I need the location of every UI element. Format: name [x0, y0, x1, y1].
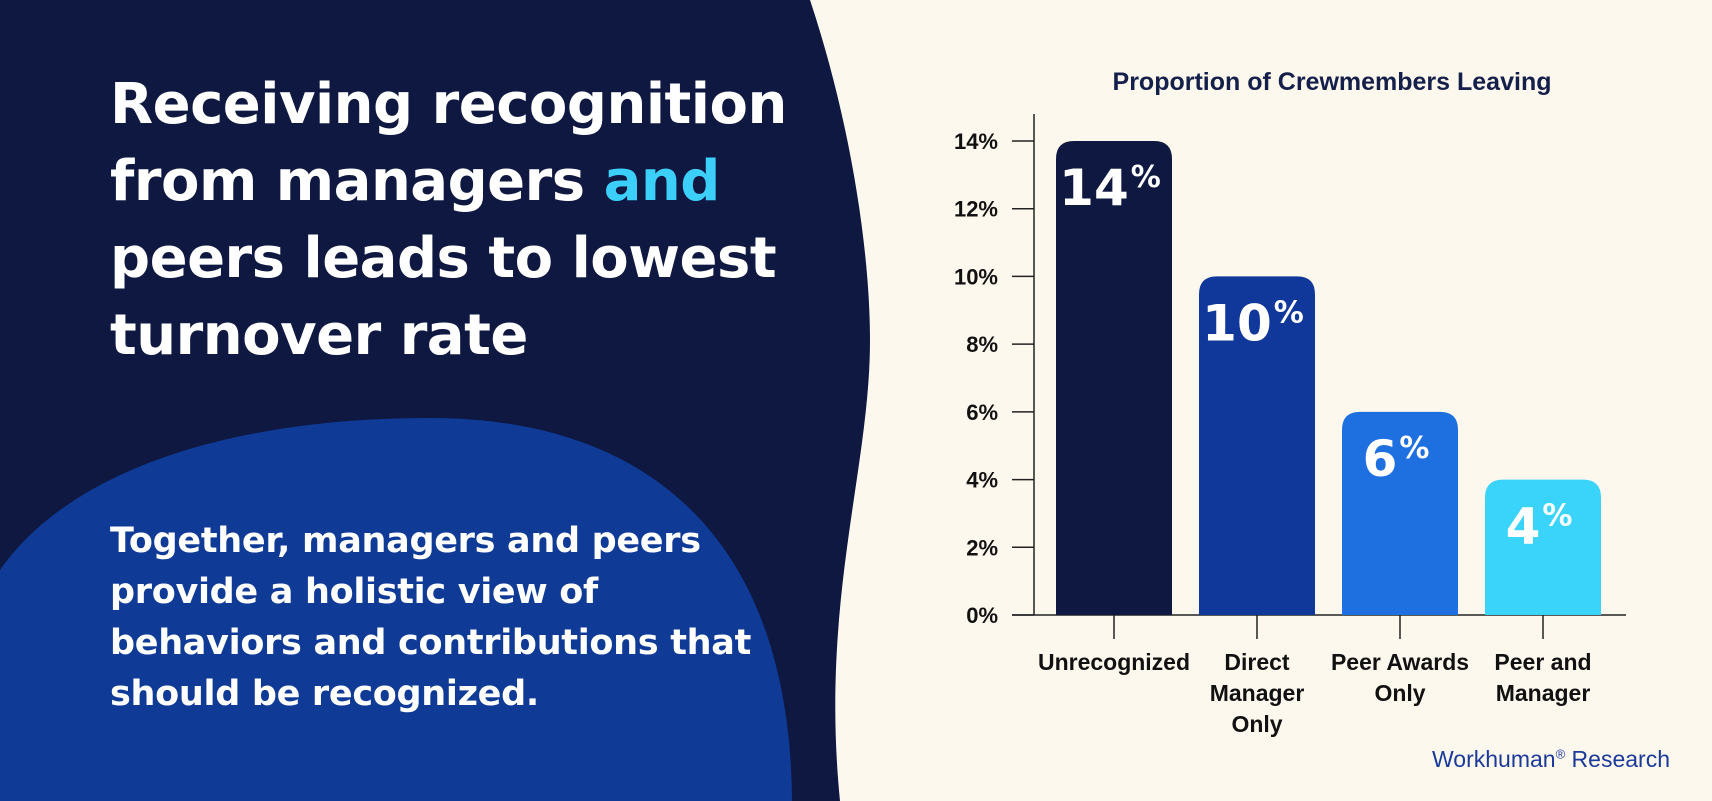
category-label: Peer Awards Only [1331, 649, 1469, 706]
blue-blob [0, 418, 792, 801]
y-tick-label: 8% [966, 332, 998, 357]
bar [1199, 276, 1315, 615]
headline-part1: Receiving recognition from managers [110, 72, 787, 214]
y-tick-label: 12% [954, 197, 998, 222]
headline: Receiving recognition from managers and … [110, 66, 810, 374]
bars-layer: 14% 10% 6% 4% [1056, 141, 1601, 615]
y-tick-label: 4% [966, 468, 998, 493]
credit-registered-mark: ® [1555, 746, 1566, 762]
bar-value-label: 4% [1506, 498, 1573, 556]
category-label: Unrecognized [1038, 649, 1190, 675]
headline-accent-word: and [603, 149, 721, 214]
bar-value-label: 10% [1202, 294, 1304, 352]
bar [1485, 479, 1601, 615]
headline-part2: peers leads to lowest turnover rate [110, 226, 777, 368]
y-tick-label: 0% [966, 603, 998, 628]
category-label: Peer and Manager [1494, 649, 1591, 706]
y-tick-label: 2% [966, 535, 998, 560]
y-tick-label: 6% [966, 400, 998, 425]
chart-title: Proportion of Crewmembers Leaving [1113, 68, 1552, 96]
category-label: Direct Manager Only [1210, 649, 1305, 737]
credit-brand: Workhuman [1432, 746, 1556, 772]
axis-layer: 0% 2% 4% 6% 8% 10% 12% 14% Unrecognized Direct Man… [954, 114, 1626, 737]
subtext: Together, managers and peers provide a h… [110, 521, 752, 714]
bar [1342, 411, 1458, 615]
bar [1056, 141, 1172, 615]
bar-value-label: 6% [1363, 430, 1430, 488]
credit-suffix: Research [1565, 746, 1670, 772]
source-credit: Workhuman® Research [1380, 746, 1670, 773]
y-tick-label: 14% [954, 129, 998, 154]
bar-value-label: 14% [1059, 159, 1161, 217]
y-tick-label: 10% [954, 264, 998, 289]
